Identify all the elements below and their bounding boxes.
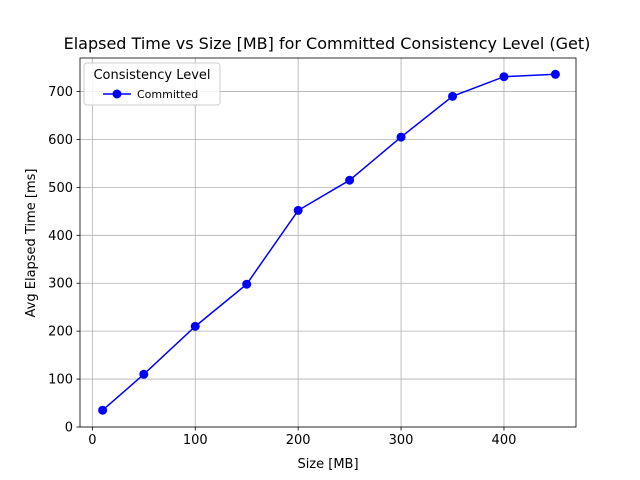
data-point [396,132,406,142]
data-point [98,405,108,415]
y-tick-label: 100 [48,373,73,388]
data-point [448,91,458,101]
legend-marker [112,89,122,99]
data-point [345,175,355,185]
legend-label: Committed [137,88,198,101]
x-tick-label: 200 [286,433,311,448]
chart-title: Elapsed Time vs Size [MB] for Committed … [64,34,591,53]
data-point [190,321,200,331]
y-tick-label: 700 [48,85,73,100]
data-point [242,279,252,289]
legend: Consistency Level Committed [83,62,221,106]
y-tick-label: 500 [48,181,73,196]
plot-frame [79,57,577,428]
x-tick-label: 400 [492,433,517,448]
y-tick-label: 300 [48,277,73,292]
y-tick-label: 600 [48,133,73,148]
y-tick-label: 200 [48,325,73,340]
x-tick-label: 300 [389,433,414,448]
data-point [139,369,149,379]
x-tick-label: 0 [88,433,96,448]
y-axis-label: Avg Elapsed Time [ms] [24,169,39,318]
series-layer [98,69,560,415]
grid-lines [80,58,576,428]
x-tick-label: 100 [183,433,208,448]
data-point [293,205,303,215]
legend-title: Consistency Level [93,68,210,83]
data-point [499,72,509,82]
axes: 0 100 200 300 400 0 100 200 300 400 500 600 700 [48,57,577,448]
y-tick-label: 0 [65,421,73,436]
data-point [550,69,560,79]
series-line [102,73,556,411]
y-tick-label: 400 [48,229,73,244]
x-axis-label: Size [MB] [297,457,358,472]
